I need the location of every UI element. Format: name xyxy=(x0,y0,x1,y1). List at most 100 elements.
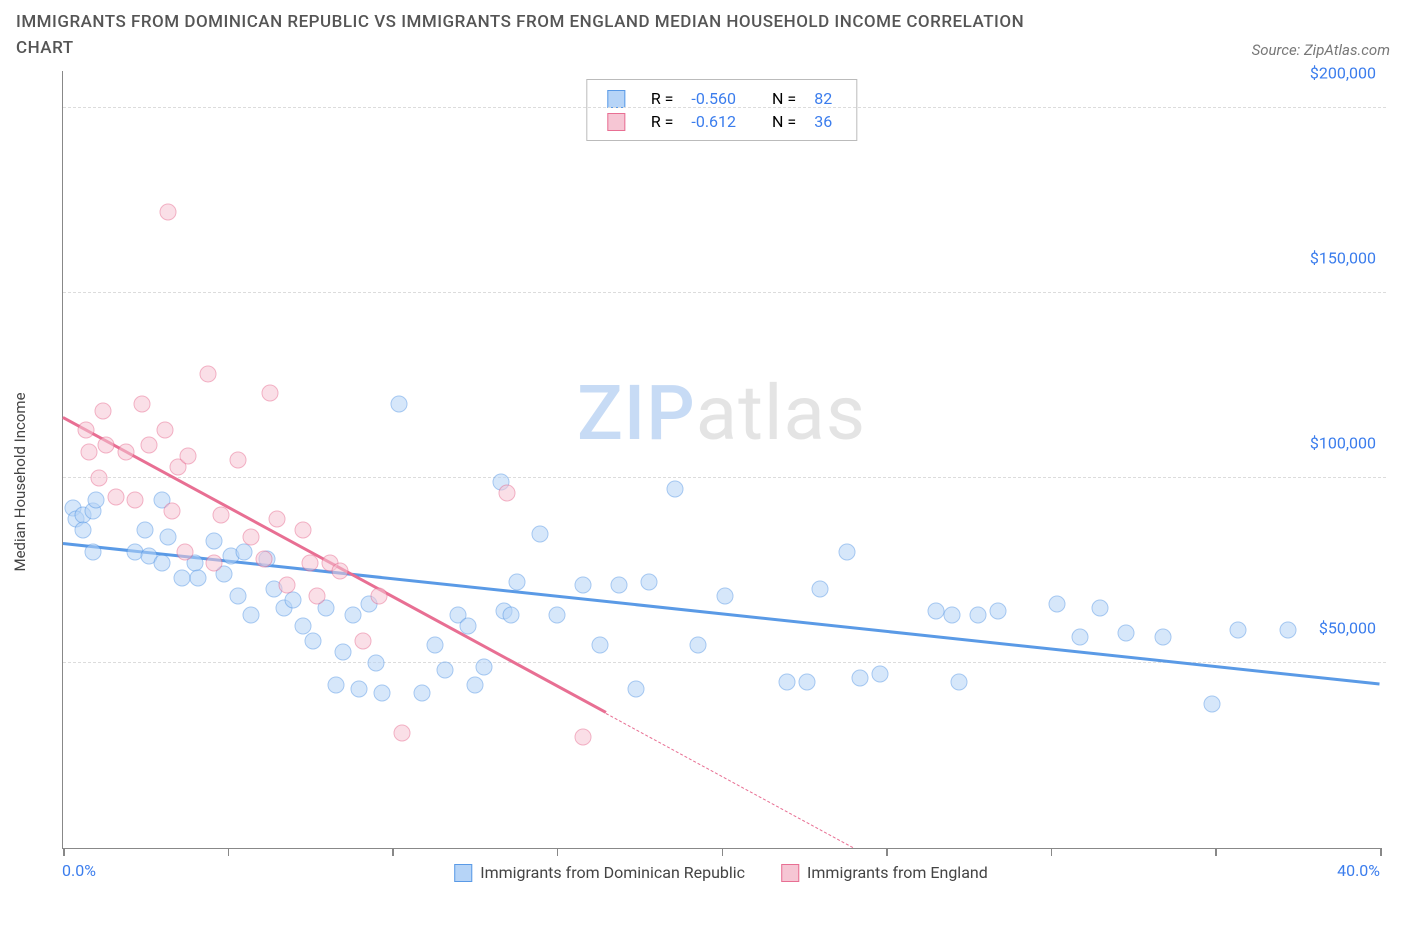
data-point-england xyxy=(229,451,246,468)
legend-swatch xyxy=(607,90,625,108)
data-point-dominican xyxy=(236,544,253,561)
data-point-england xyxy=(394,725,411,742)
legend-r-value: -0.612 xyxy=(683,111,744,132)
data-point-dominican xyxy=(927,603,944,620)
data-point-england xyxy=(199,366,216,383)
data-point-england xyxy=(127,492,144,509)
legend-swatch xyxy=(781,864,799,882)
data-point-dominican xyxy=(970,606,987,623)
data-point-dominican xyxy=(641,573,658,590)
data-point-england xyxy=(255,551,272,568)
data-point-england xyxy=(371,588,388,605)
data-point-dominican xyxy=(548,606,565,623)
x-axis-row: 0.0% Immigrants from Dominican RepublicI… xyxy=(62,861,1380,891)
data-point-england xyxy=(242,529,259,546)
x-tick xyxy=(1051,848,1053,856)
data-point-england xyxy=(163,503,180,520)
data-point-england xyxy=(97,436,114,453)
legend-row: R =-0.612N =36 xyxy=(599,111,840,132)
data-point-dominican xyxy=(189,569,206,586)
data-point-dominican xyxy=(476,658,493,675)
legend-r-label: R = xyxy=(643,88,682,109)
x-tick xyxy=(392,848,394,856)
y-tick-label: $50,000 xyxy=(1319,619,1382,638)
data-point-dominican xyxy=(851,669,868,686)
data-point-dominican xyxy=(1154,629,1171,646)
data-point-dominican xyxy=(459,618,476,635)
legend-swatch xyxy=(607,113,625,131)
data-point-dominican xyxy=(84,544,101,561)
legend-n-value: 82 xyxy=(806,88,840,109)
data-point-dominican xyxy=(436,662,453,679)
series-legend-item: Immigrants from England xyxy=(781,863,988,882)
data-point-dominican xyxy=(509,573,526,590)
data-point-dominican xyxy=(1230,621,1247,638)
data-point-england xyxy=(295,521,312,538)
data-point-dominican xyxy=(137,521,154,538)
data-point-england xyxy=(331,562,348,579)
data-point-dominican xyxy=(532,525,549,542)
data-point-dominican xyxy=(1049,595,1066,612)
legend-n-label: N = xyxy=(764,111,804,132)
data-point-england xyxy=(180,447,197,464)
trend-line-england xyxy=(606,713,853,848)
data-point-dominican xyxy=(1072,629,1089,646)
data-point-england xyxy=(575,729,592,746)
data-point-dominican xyxy=(367,655,384,672)
data-point-dominican xyxy=(229,588,246,605)
data-point-dominican xyxy=(871,666,888,683)
gridline xyxy=(63,477,1386,478)
data-point-dominican xyxy=(242,606,259,623)
data-point-england xyxy=(308,588,325,605)
x-tick xyxy=(557,848,559,856)
data-point-dominican xyxy=(690,636,707,653)
gridline xyxy=(63,107,1386,108)
data-point-england xyxy=(117,444,134,461)
data-point-dominican xyxy=(1279,621,1296,638)
data-point-dominican xyxy=(173,569,190,586)
series-legend-item: Immigrants from Dominican Republic xyxy=(454,863,745,882)
chart-source: Source: ZipAtlas.com xyxy=(1252,41,1390,61)
legend-n-value: 36 xyxy=(806,111,840,132)
series-legend: Immigrants from Dominican Republic Immigr… xyxy=(454,863,988,882)
data-point-england xyxy=(206,555,223,572)
legend-n-label: N = xyxy=(764,88,804,109)
chart-header: IMMIGRANTS FROM DOMINICAN REPUBLIC VS IM… xyxy=(16,10,1390,61)
legend-row: R =-0.560 N =82 xyxy=(599,88,840,109)
legend-table: R =-0.560 N =82R =-0.612 N =36 xyxy=(597,86,842,134)
data-point-dominican xyxy=(627,680,644,697)
legend-r-value: -0.560 xyxy=(683,88,744,109)
data-point-dominican xyxy=(502,606,519,623)
data-point-dominican xyxy=(575,577,592,594)
x-tick xyxy=(1215,848,1217,856)
data-point-england xyxy=(94,403,111,420)
data-point-england xyxy=(81,444,98,461)
data-point-dominican xyxy=(413,684,430,701)
data-point-england xyxy=(278,577,295,594)
data-point-england xyxy=(354,632,371,649)
series-name: Immigrants from Dominican Republic xyxy=(480,863,745,882)
data-point-dominican xyxy=(305,632,322,649)
data-point-england xyxy=(157,421,174,438)
correlation-legend: R =-0.560 N =82R =-0.612 N =36 xyxy=(586,79,857,141)
data-point-england xyxy=(301,555,318,572)
data-point-dominican xyxy=(344,606,361,623)
data-point-england xyxy=(262,384,279,401)
data-point-england xyxy=(269,510,286,527)
data-point-dominican xyxy=(1204,695,1221,712)
data-point-england xyxy=(176,544,193,561)
data-point-dominican xyxy=(74,521,91,538)
data-point-england xyxy=(107,488,124,505)
data-point-dominican xyxy=(990,603,1007,620)
data-point-dominican xyxy=(466,677,483,694)
x-tick xyxy=(228,848,230,856)
data-point-dominican xyxy=(950,673,967,690)
legend-swatch xyxy=(454,864,472,882)
x-tick xyxy=(1380,848,1382,856)
data-point-england xyxy=(91,470,108,487)
data-point-dominican xyxy=(390,396,407,413)
data-point-dominican xyxy=(1118,625,1135,642)
y-tick-label: $150,000 xyxy=(1310,249,1382,268)
data-point-england xyxy=(499,484,516,501)
data-point-dominican xyxy=(153,555,170,572)
